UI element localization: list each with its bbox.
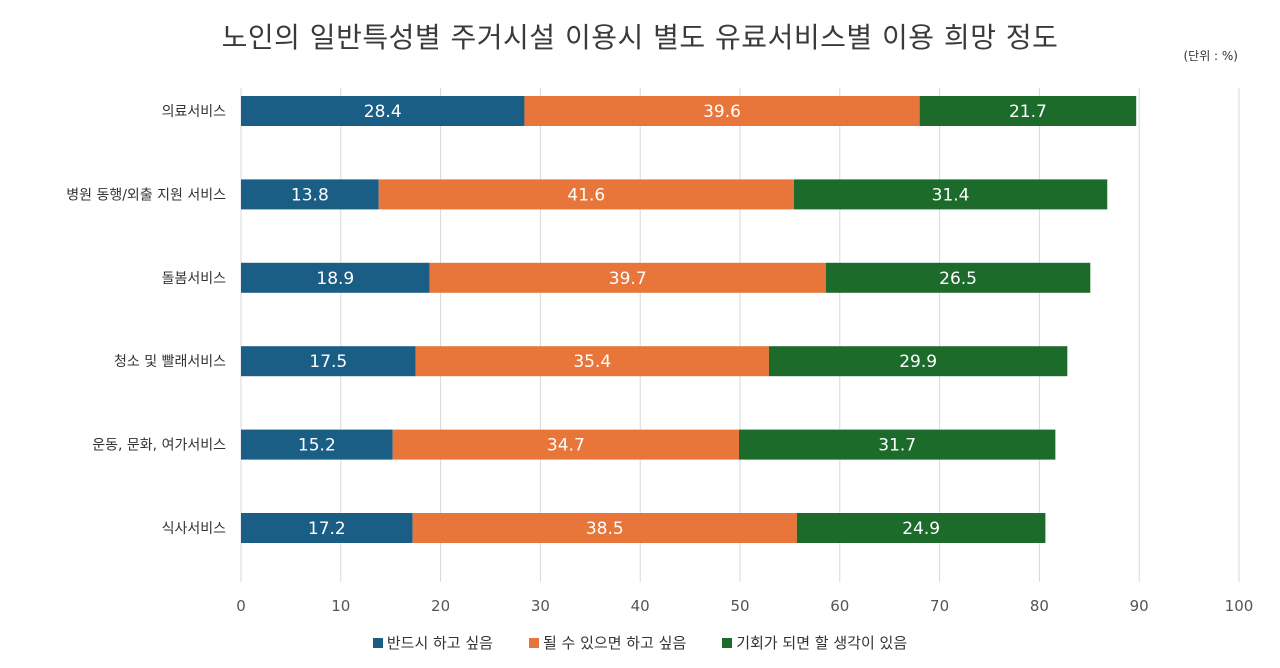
x-tick-label: 90: [1130, 597, 1149, 615]
bar-segment: [768, 346, 1068, 377]
x-tick-label: 30: [531, 597, 550, 615]
bar-segment: [241, 179, 379, 210]
legend-label: 반드시 하고 싶음: [386, 634, 493, 652]
x-tick-label: 70: [930, 597, 949, 615]
data-label: 34.7: [547, 436, 585, 456]
data-label: 35.4: [573, 352, 611, 372]
bar-segment: [392, 429, 740, 460]
legend-swatch: [528, 637, 539, 648]
legend: 반드시 하고 싶음 될 수 있으면 하고 싶음 기회가 되면 할 생각이 있음: [0, 632, 1280, 653]
data-label: 39.7: [609, 269, 647, 289]
data-label: 24.9: [902, 519, 940, 539]
legend-item-series-2: 될 수 있으면 하고 싶음: [528, 632, 687, 653]
unit-label: (단위 : %): [1183, 49, 1238, 63]
category-label: 병원 동행/외출 지원 서비스: [66, 187, 226, 203]
legend-label: 기회가 되면 할 생각이 있음: [736, 634, 908, 652]
bar-segment: [429, 262, 826, 293]
legend-item-series-3: 기회가 되면 할 생각이 있음: [722, 632, 907, 653]
data-label: 28.4: [364, 102, 402, 122]
bar-segment: [524, 96, 920, 126]
legend-swatch: [372, 637, 383, 648]
data-label: 13.8: [291, 185, 329, 205]
bar-segment: [796, 513, 1046, 543]
bar-segment: [919, 96, 1137, 126]
bar-segment: [241, 429, 393, 460]
data-label: 15.2: [298, 436, 336, 456]
data-label: 17.2: [308, 519, 346, 539]
bar-segment: [412, 513, 797, 543]
bar-segment: [241, 346, 416, 377]
legend-item-series-1: 반드시 하고 싶음: [372, 632, 493, 653]
bar-segment: [241, 513, 413, 543]
data-label: 31.7: [878, 436, 916, 456]
category-label: 운동, 문화, 여가서비스: [92, 438, 226, 454]
x-tick-label: 80: [1030, 597, 1049, 615]
x-tick-label: 20: [431, 597, 450, 615]
legend-label: 될 수 있으면 하고 싶음: [542, 634, 687, 652]
data-label: 39.6: [703, 102, 741, 122]
bar-segment: [415, 346, 769, 377]
data-label: 29.9: [899, 352, 937, 372]
category-label: 돌봄서비스: [162, 271, 227, 287]
data-label: 26.5: [939, 269, 977, 289]
bar-segment: [241, 262, 430, 293]
chart-title: 노인의 일반특성별 주거시설 이용시 별도 유료서비스별 이용 희망 정도: [221, 21, 1059, 54]
x-tick-label: 0: [236, 597, 246, 615]
category-label: 의료서비스: [162, 104, 227, 120]
legend-swatch: [722, 637, 733, 648]
data-label: 38.5: [586, 519, 624, 539]
x-tick-label: 10: [331, 597, 350, 615]
x-tick-label: 100: [1225, 597, 1254, 615]
bar-segment: [793, 179, 1108, 210]
bar-segment: [241, 96, 525, 126]
data-label: 18.9: [316, 269, 354, 289]
x-tick-label: 60: [830, 597, 849, 615]
bar-segment: [378, 179, 794, 210]
x-tick-label: 50: [730, 597, 749, 615]
category-label: 청소 및 빨래서비스: [114, 354, 226, 370]
category-label: 식사서비스: [162, 521, 227, 537]
data-label: 17.5: [309, 352, 347, 372]
data-label: 21.7: [1009, 102, 1047, 122]
x-tick-label: 40: [631, 597, 650, 615]
bar-segment: [739, 429, 1056, 460]
data-label: 41.6: [567, 185, 605, 205]
data-label: 31.4: [932, 185, 970, 205]
bar-segment: [825, 262, 1091, 293]
